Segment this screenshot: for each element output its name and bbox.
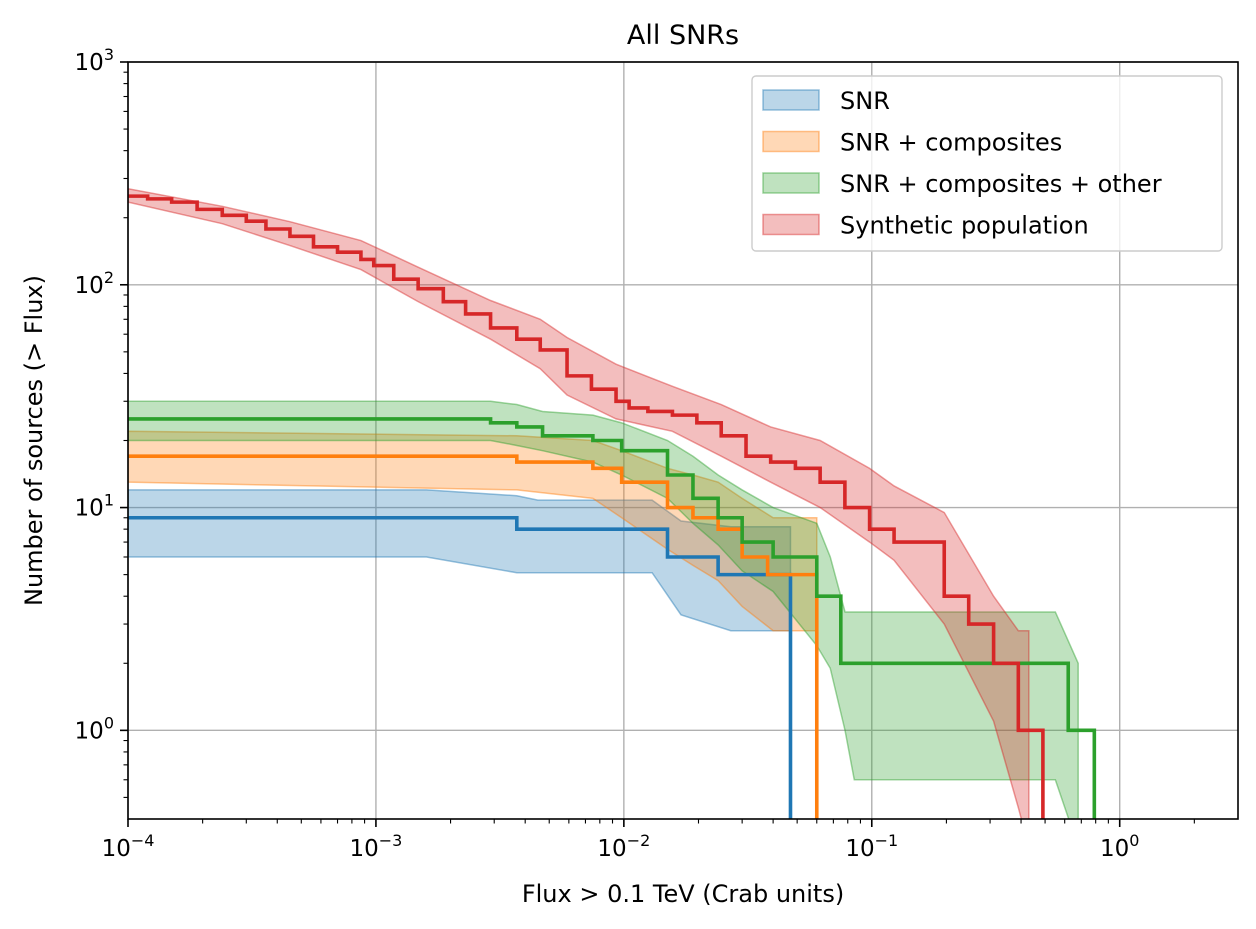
legend-label: SNR [840, 87, 890, 115]
x-tick-label: 100 [1100, 831, 1139, 862]
y-axis-label: Number of sources (> Flux) [20, 275, 48, 606]
legend: SNR SNR + composites SNR + composites + ot… [751, 75, 1223, 252]
legend-label: SNR + composites + other [840, 170, 1162, 198]
series-line-1 [128, 454, 819, 819]
y-tick-label: 101 [75, 491, 114, 522]
legend-label: SNR + composites [840, 129, 1062, 157]
legend-swatch [762, 130, 820, 153]
series-line-2 [128, 417, 1097, 819]
band-2 [128, 400, 1079, 819]
legend-swatch [762, 172, 820, 194]
series-line-3 [128, 194, 1045, 819]
x-tick-label: 10−2 [597, 831, 650, 862]
band-3 [128, 187, 1030, 819]
legend-swatch [762, 89, 820, 111]
legend-label: Synthetic population [840, 212, 1089, 240]
y-tick-label: 102 [75, 268, 114, 299]
legend-box [751, 75, 1223, 252]
x-axis-label: Flux > 0.1 TeV (Crab units) [522, 880, 844, 908]
axis-ticks: 10−4 10−3 10−2 10−1 100 100 101 102 103 [75, 45, 1195, 862]
legend-swatch [762, 213, 820, 236]
chart-title: All SNRs [627, 20, 739, 51]
y-tick-label: 103 [75, 45, 114, 76]
x-tick-label: 10−1 [845, 831, 898, 862]
y-tick-label: 100 [75, 713, 114, 744]
series-lines [128, 194, 1097, 819]
x-tick-label: 10−4 [102, 831, 155, 862]
x-tick-label: 10−3 [349, 831, 402, 862]
